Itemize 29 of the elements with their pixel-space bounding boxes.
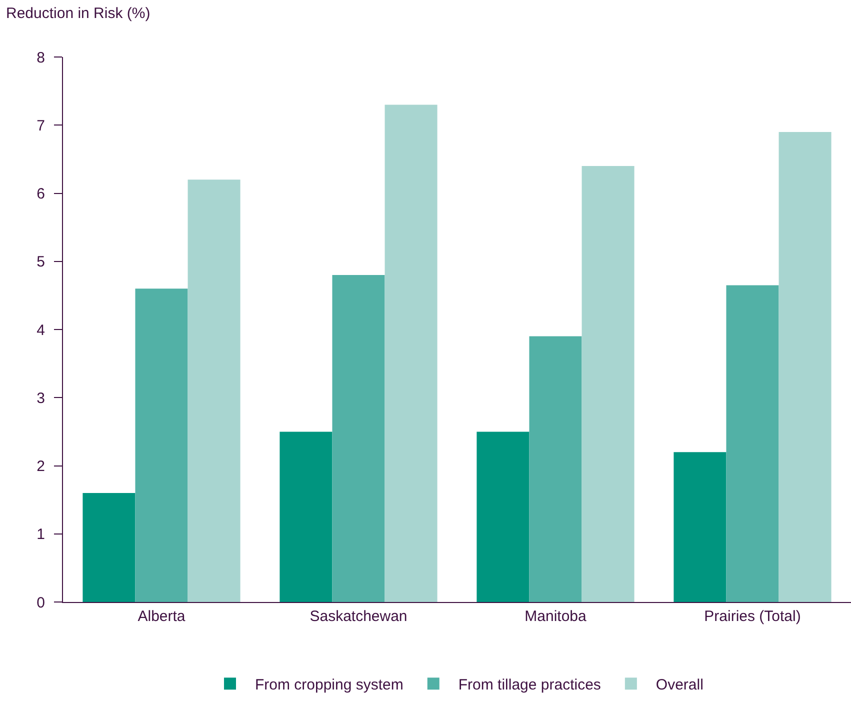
bar: [135, 288, 188, 602]
bar: [778, 132, 832, 602]
legend-label: Overall: [656, 676, 704, 694]
bar: [674, 452, 726, 602]
bar: [726, 285, 779, 602]
y-tick-label: 2: [36, 458, 45, 475]
y-tick-label: 0: [36, 594, 45, 612]
bar: [280, 432, 332, 602]
bar: [529, 336, 582, 602]
y-tick-label: 1: [36, 526, 45, 544]
x-tick-label: Manitoba: [524, 608, 588, 625]
y-tick-label: 4: [36, 322, 45, 339]
legend-label: From cropping system: [255, 676, 404, 694]
legend-label: From tillage practices: [458, 676, 601, 694]
x-tick-label: Saskatchewan: [310, 608, 408, 625]
y-tick-label: 6: [36, 186, 45, 202]
bar: [384, 104, 438, 602]
x-tick-label: Alberta: [138, 608, 186, 625]
y-tick-label: 5: [36, 254, 45, 271]
x-tick-label: Prairies (Total): [704, 608, 801, 625]
y-tick-label: 3: [36, 390, 45, 407]
y-tick-label: 8: [36, 49, 45, 66]
bar: [476, 432, 530, 602]
y-axis-title: Reduction in Risk (%): [6, 5, 150, 22]
bar: [82, 493, 136, 602]
bar: [582, 166, 634, 602]
bar: [332, 275, 385, 602]
y-tick-label: 7: [36, 117, 45, 134]
bar: [188, 180, 240, 602]
